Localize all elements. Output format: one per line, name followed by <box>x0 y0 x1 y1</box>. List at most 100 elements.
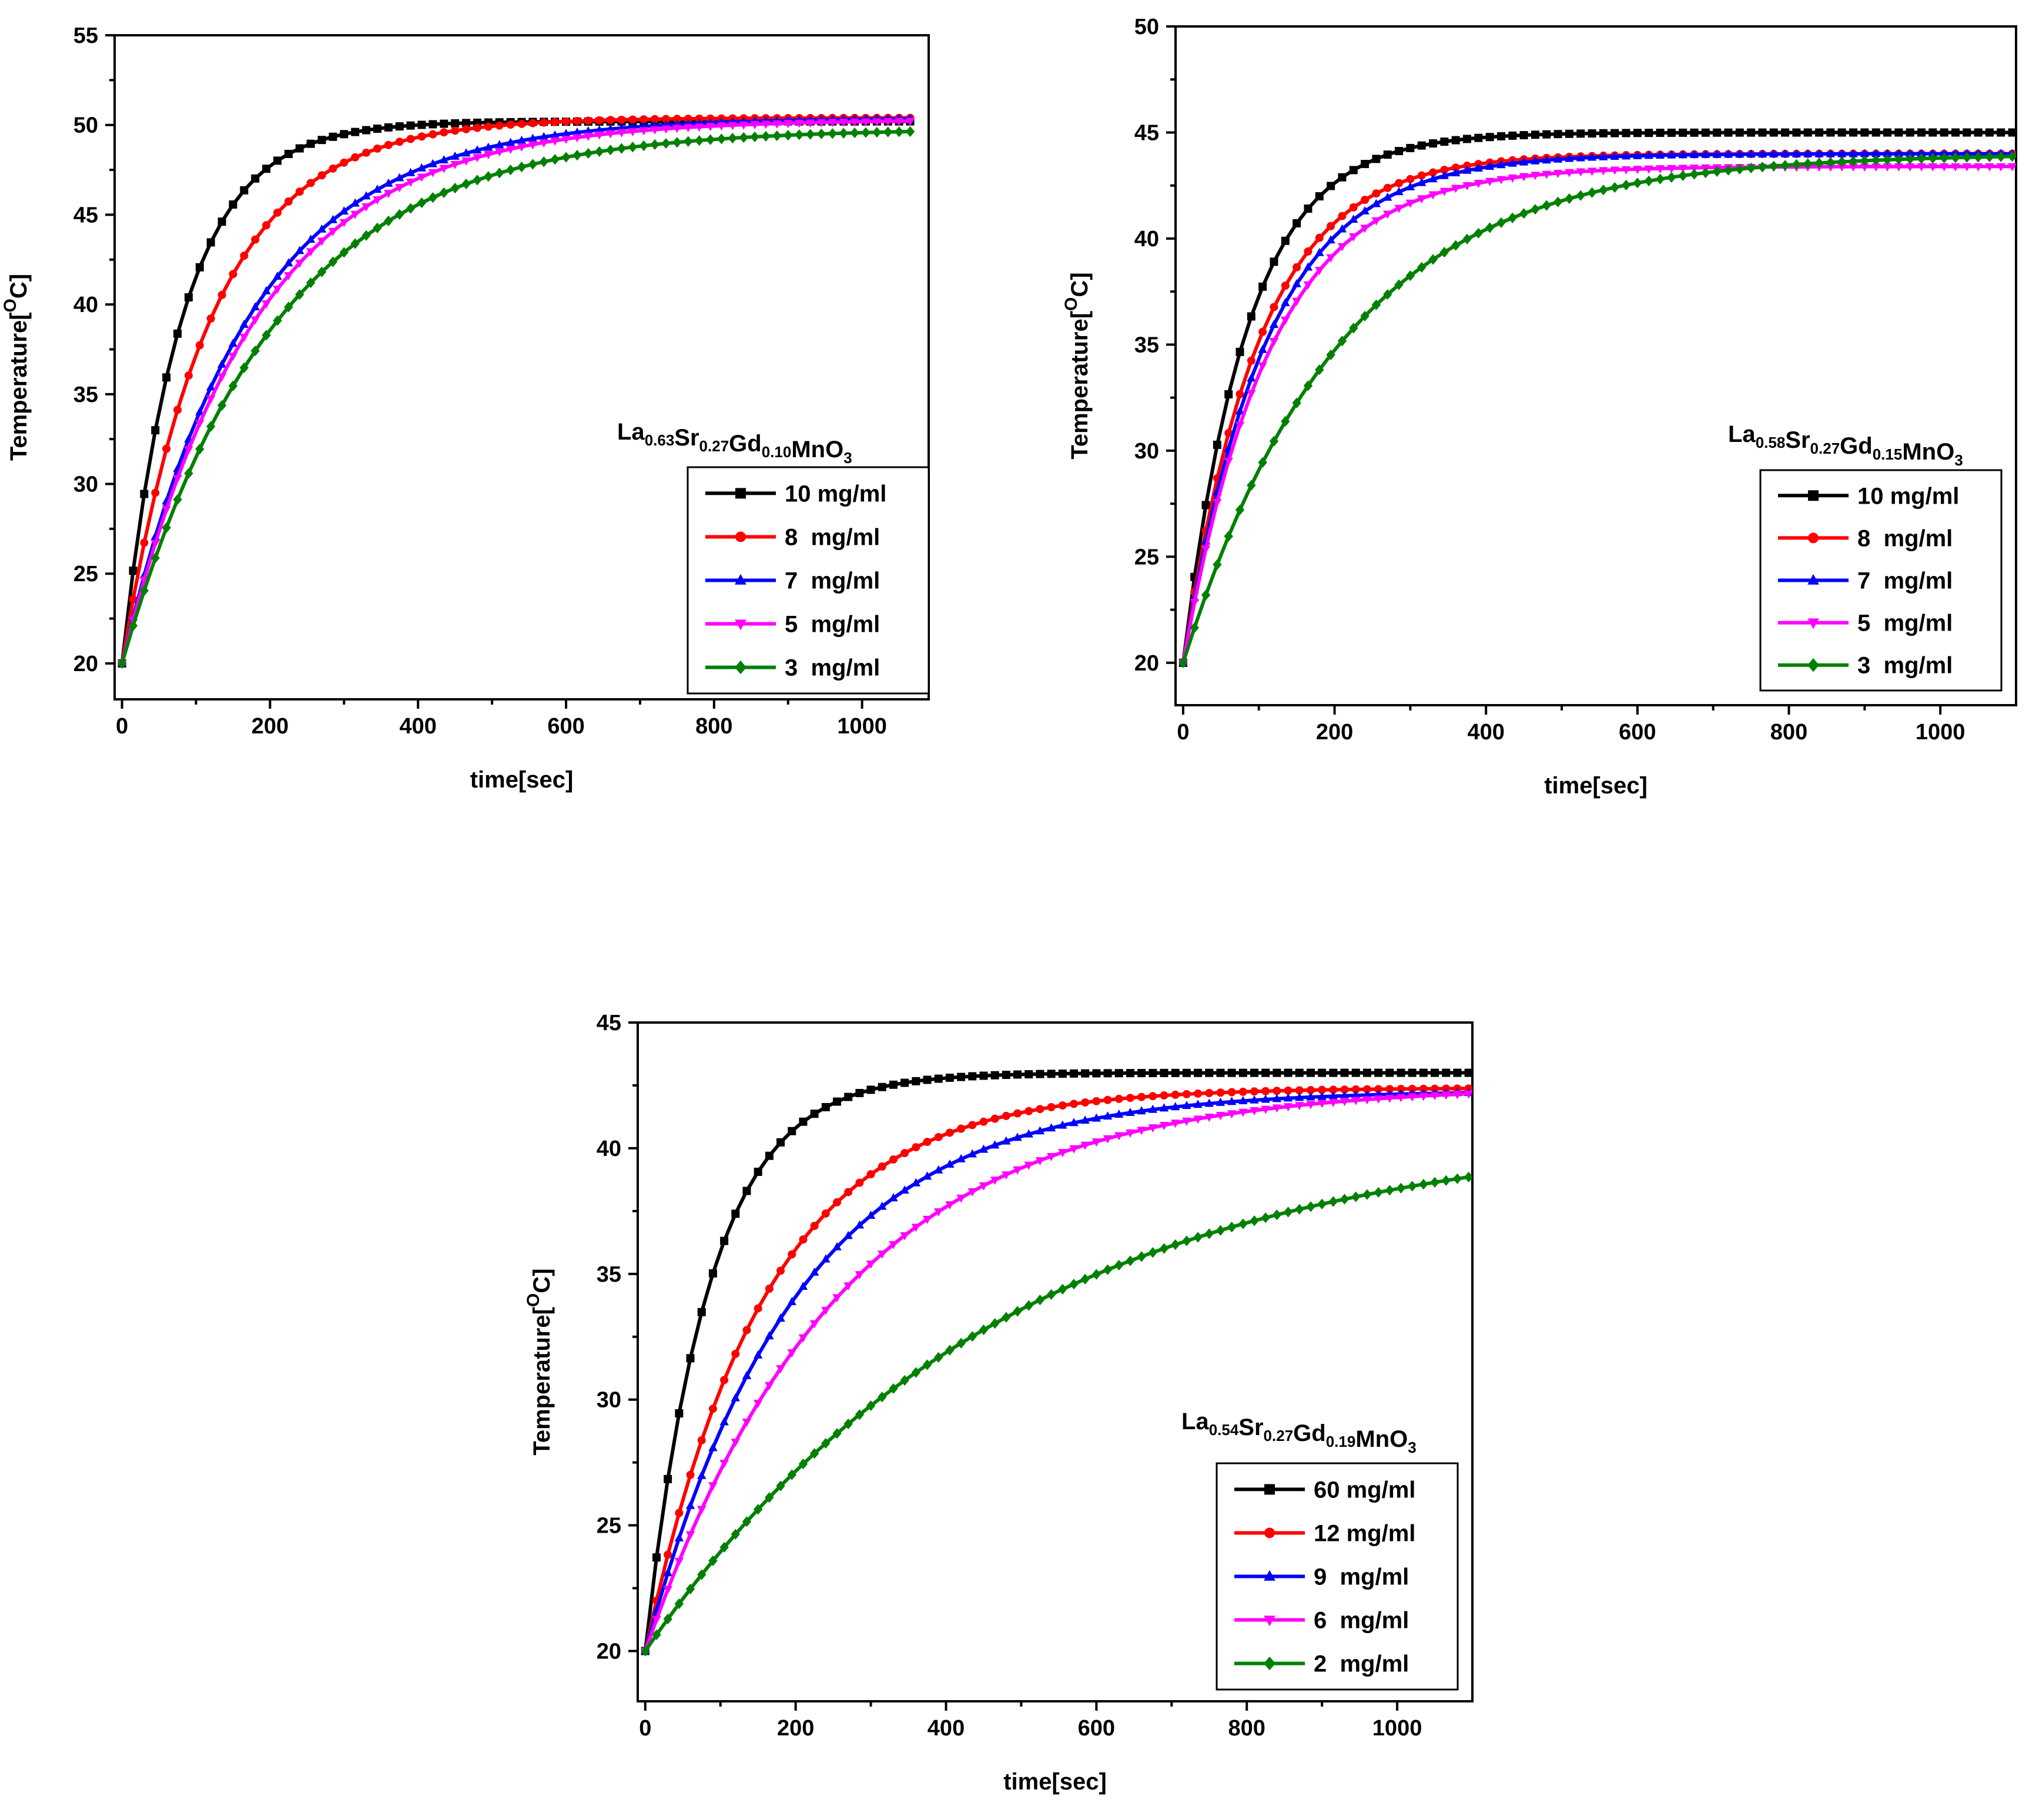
data-point <box>1238 1218 1248 1229</box>
data-point <box>317 237 327 246</box>
data-point <box>810 1110 819 1118</box>
data-point <box>151 488 160 497</box>
data-point <box>843 1282 853 1291</box>
data-point <box>384 190 393 199</box>
data-point <box>1303 281 1313 290</box>
data-point <box>1871 149 1881 157</box>
data-point <box>1496 176 1506 185</box>
data-point <box>968 1072 977 1081</box>
data-point <box>240 186 249 195</box>
data-point <box>776 1480 785 1491</box>
data-point <box>697 1569 707 1580</box>
data-point <box>1351 1097 1361 1105</box>
x-tick-label: 600 <box>1619 720 1656 745</box>
data-point <box>561 129 571 138</box>
data-point <box>742 1516 752 1527</box>
data-point <box>1849 163 1858 172</box>
data-point <box>1047 1070 1056 1078</box>
y-tick-label: 35 <box>73 383 98 407</box>
data-point <box>239 362 249 373</box>
data-point <box>1553 170 1563 179</box>
data-point <box>1182 1235 1191 1246</box>
data-point <box>1374 1186 1383 1198</box>
data-point <box>855 1271 865 1279</box>
data-point <box>1860 128 1869 137</box>
data-point <box>1247 480 1256 491</box>
data-point <box>787 1296 796 1305</box>
data-point <box>350 238 360 249</box>
data-point <box>1655 173 1665 185</box>
data-point <box>1170 1239 1180 1251</box>
x-tick-label: 800 <box>695 714 732 739</box>
data-point <box>1431 1068 1439 1077</box>
data-point <box>739 121 748 130</box>
data-point <box>251 174 260 183</box>
data-point <box>1452 1091 1462 1100</box>
data-point <box>1815 128 1824 137</box>
legend: 10 mg/ml 8 mg/ml 7 mg/ml 5 mg/ml 3 mg/ml <box>687 466 930 695</box>
data-point <box>828 128 838 139</box>
data-point <box>1349 214 1358 223</box>
data-point <box>1002 1312 1011 1323</box>
data-point <box>1678 150 1688 159</box>
data-point <box>1621 179 1631 191</box>
data-point <box>1349 203 1358 212</box>
data-point <box>1182 1101 1191 1110</box>
data-point <box>900 1078 909 1087</box>
data-point <box>1374 1068 1383 1077</box>
data-point <box>765 1492 774 1503</box>
formula-subscript: 0.10 <box>762 443 792 461</box>
data-point <box>705 134 715 145</box>
data-point <box>1069 1118 1079 1127</box>
data-point <box>206 421 216 432</box>
data-point <box>900 1185 909 1194</box>
data-point <box>719 1460 729 1469</box>
data-point <box>1178 657 1188 668</box>
data-point <box>1633 166 1642 175</box>
data-point <box>1002 1171 1011 1180</box>
data-point <box>628 128 638 136</box>
data-point <box>1837 128 1846 137</box>
data-point <box>1485 177 1495 186</box>
data-point <box>1906 128 1914 137</box>
formula-element: MnO <box>791 437 843 462</box>
data-point <box>1406 175 1415 183</box>
data-point <box>788 1127 796 1135</box>
data-point <box>1024 1300 1033 1311</box>
data-point <box>1496 217 1506 228</box>
data-point <box>1599 129 1608 138</box>
data-point <box>1081 1098 1090 1107</box>
data-point <box>1440 166 1449 175</box>
formula-subscript: 0.19 <box>1326 1433 1356 1450</box>
data-point <box>798 1459 808 1470</box>
y-tick-label: 55 <box>73 24 98 48</box>
data-point <box>1337 224 1347 233</box>
data-point <box>832 1294 842 1303</box>
data-point <box>1204 1228 1214 1239</box>
data-point <box>2007 163 2016 172</box>
data-point <box>661 125 671 134</box>
data-point <box>217 373 227 382</box>
data-point <box>551 118 560 126</box>
data-point <box>273 286 282 294</box>
data-point <box>1318 1068 1327 1077</box>
data-point <box>1326 235 1335 244</box>
data-point <box>1531 130 1539 139</box>
data-point <box>1327 182 1335 190</box>
data-point <box>1047 1103 1056 1112</box>
data-point <box>694 123 704 132</box>
data-point <box>317 171 326 180</box>
data-point <box>1917 149 1926 157</box>
data-point <box>440 119 448 128</box>
data-point <box>1126 1094 1134 1102</box>
data-point <box>957 1124 966 1133</box>
data-point <box>306 248 316 257</box>
data-point <box>317 266 327 277</box>
data-point <box>1351 1191 1361 1202</box>
data-point <box>1281 316 1290 325</box>
formula-element: Sr <box>1785 427 1810 453</box>
data-point <box>720 1236 729 1245</box>
formula-element: MnO <box>1355 1426 1408 1452</box>
data-point <box>1757 149 1767 157</box>
data-point <box>329 132 337 141</box>
